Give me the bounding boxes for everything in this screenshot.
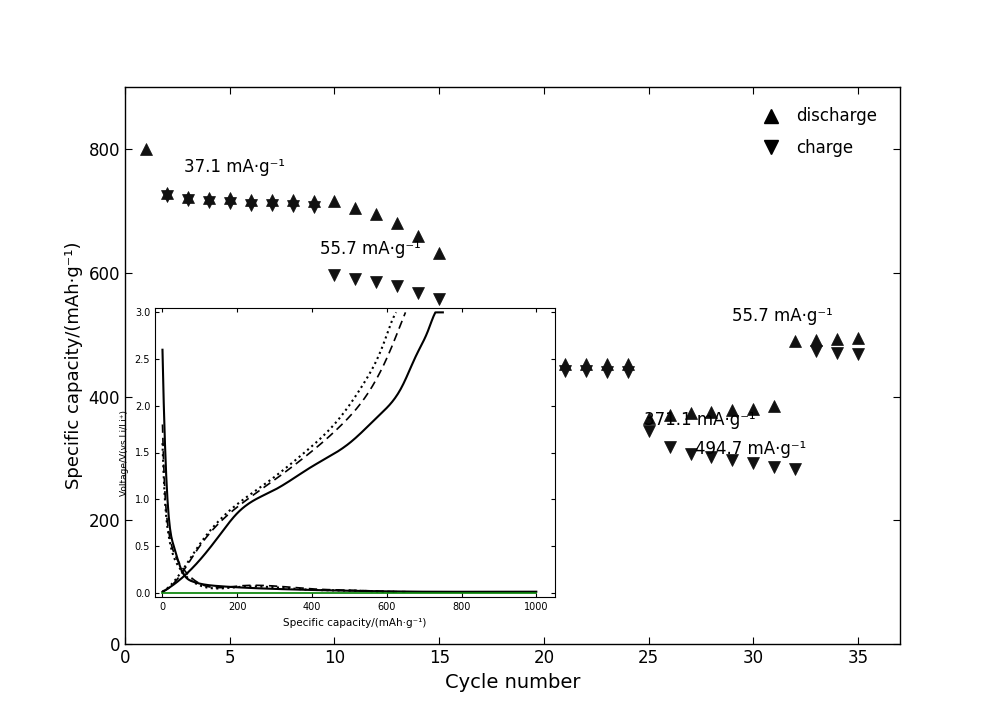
discharge xyxy=(747,405,759,413)
charge xyxy=(391,282,403,290)
Text: 55.7 mA·g⁻¹: 55.7 mA·g⁻¹ xyxy=(320,240,421,258)
discharge xyxy=(685,409,697,418)
charge xyxy=(370,278,382,287)
discharge xyxy=(664,411,676,419)
charge xyxy=(831,349,843,358)
charge xyxy=(266,201,278,209)
discharge xyxy=(852,333,864,342)
charge xyxy=(810,347,822,355)
discharge xyxy=(245,195,257,204)
discharge xyxy=(705,408,717,416)
charge xyxy=(328,271,340,279)
Line: discharge: discharge xyxy=(140,143,864,424)
discharge xyxy=(203,194,215,203)
charge xyxy=(203,198,215,206)
charge xyxy=(412,288,424,297)
discharge xyxy=(643,414,655,423)
Y-axis label: Specific capacity/(mAh·g⁻¹): Specific capacity/(mAh·g⁻¹) xyxy=(65,242,83,489)
charge xyxy=(349,274,361,283)
charge xyxy=(433,295,445,303)
discharge xyxy=(789,337,801,345)
discharge xyxy=(349,204,361,213)
Line: charge: charge xyxy=(161,190,864,475)
charge xyxy=(747,459,759,468)
charge xyxy=(559,366,571,375)
discharge xyxy=(726,406,738,415)
charge xyxy=(705,453,717,462)
charge xyxy=(580,367,592,376)
charge xyxy=(643,426,655,435)
discharge xyxy=(391,219,403,227)
charge xyxy=(517,364,529,373)
charge xyxy=(622,368,634,376)
discharge xyxy=(810,335,822,344)
charge xyxy=(224,199,236,208)
charge xyxy=(287,201,299,210)
discharge xyxy=(328,197,340,206)
charge xyxy=(496,363,508,371)
X-axis label: Specific capacity/(mAh·g⁻¹): Specific capacity/(mAh·g⁻¹) xyxy=(283,618,427,628)
discharge xyxy=(517,358,529,367)
charge xyxy=(789,465,801,473)
discharge xyxy=(182,193,194,201)
discharge xyxy=(622,360,634,369)
Text: 37.1 mA·g⁻¹: 37.1 mA·g⁻¹ xyxy=(184,159,285,177)
discharge xyxy=(266,195,278,204)
discharge xyxy=(287,196,299,205)
discharge xyxy=(140,145,152,153)
Text: 55.7 mA·g⁻¹: 55.7 mA·g⁻¹ xyxy=(732,307,833,325)
discharge xyxy=(224,194,236,203)
charge xyxy=(308,203,320,211)
charge xyxy=(852,350,864,359)
charge xyxy=(161,192,173,201)
X-axis label: Cycle number: Cycle number xyxy=(445,673,580,691)
discharge xyxy=(580,359,592,368)
charge xyxy=(726,456,738,465)
discharge xyxy=(475,354,487,363)
discharge xyxy=(433,248,445,257)
discharge xyxy=(538,359,550,368)
Y-axis label: Voltage/V(vs Li/Li⁺): Voltage/V(vs Li/Li⁺) xyxy=(120,410,129,495)
charge xyxy=(685,449,697,458)
discharge xyxy=(559,359,571,368)
charge xyxy=(182,195,194,204)
Text: 371.1 mA·g⁻¹: 371.1 mA·g⁻¹ xyxy=(644,411,756,429)
Text: 123.7 mA·g⁻¹: 123.7 mA·g⁻¹ xyxy=(429,332,540,350)
discharge xyxy=(454,333,466,342)
charge xyxy=(454,344,466,353)
discharge xyxy=(161,189,173,198)
charge xyxy=(768,462,780,471)
charge xyxy=(601,368,613,376)
discharge xyxy=(831,334,843,343)
charge xyxy=(245,201,257,209)
discharge xyxy=(412,231,424,240)
Legend: discharge, charge: discharge, charge xyxy=(748,101,884,164)
discharge xyxy=(370,209,382,218)
Text: 494.7 mA·g⁻¹: 494.7 mA·g⁻¹ xyxy=(695,439,806,458)
charge xyxy=(664,443,676,452)
charge xyxy=(475,359,487,368)
discharge xyxy=(601,360,613,369)
discharge xyxy=(496,357,508,366)
charge xyxy=(538,366,550,374)
discharge xyxy=(308,196,320,205)
discharge xyxy=(768,402,780,411)
